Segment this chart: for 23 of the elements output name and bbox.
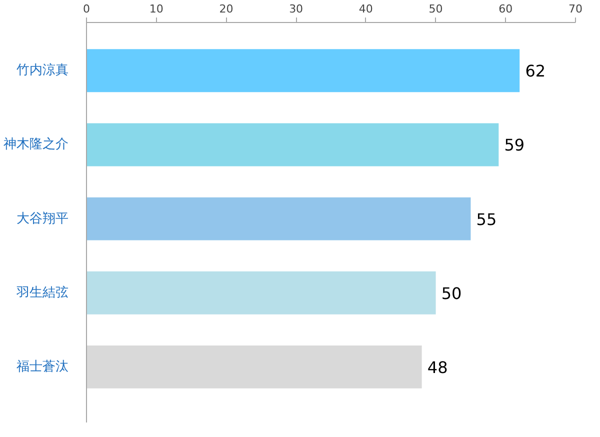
data-label: 50 bbox=[441, 284, 462, 303]
bar bbox=[86, 271, 436, 314]
x-tick-label: 10 bbox=[149, 2, 164, 16]
bar bbox=[86, 197, 471, 240]
bar bbox=[86, 345, 422, 388]
y-tick-label: 大谷翔平 bbox=[16, 211, 68, 226]
y-tick-label: 竹内涼真 bbox=[16, 63, 68, 78]
x-tick-label: 40 bbox=[358, 2, 373, 16]
x-tick-label: 0 bbox=[83, 2, 90, 16]
bar bbox=[86, 49, 520, 92]
data-label: 55 bbox=[476, 210, 497, 229]
bar bbox=[86, 123, 499, 166]
x-tick-label: 70 bbox=[568, 2, 582, 16]
x-tick-label: 50 bbox=[428, 2, 443, 16]
data-label: 48 bbox=[427, 358, 448, 377]
y-tick-label: 神木隆之介 bbox=[4, 137, 68, 152]
x-tick-label: 30 bbox=[289, 2, 304, 16]
data-label: 62 bbox=[525, 62, 546, 81]
x-tick-label: 60 bbox=[498, 2, 513, 16]
x-tick-label: 20 bbox=[219, 2, 234, 16]
data-label: 59 bbox=[504, 136, 525, 155]
y-tick-label: 羽生結弦 bbox=[16, 285, 68, 300]
y-tick-label: 福士蒼汰 bbox=[16, 359, 68, 374]
